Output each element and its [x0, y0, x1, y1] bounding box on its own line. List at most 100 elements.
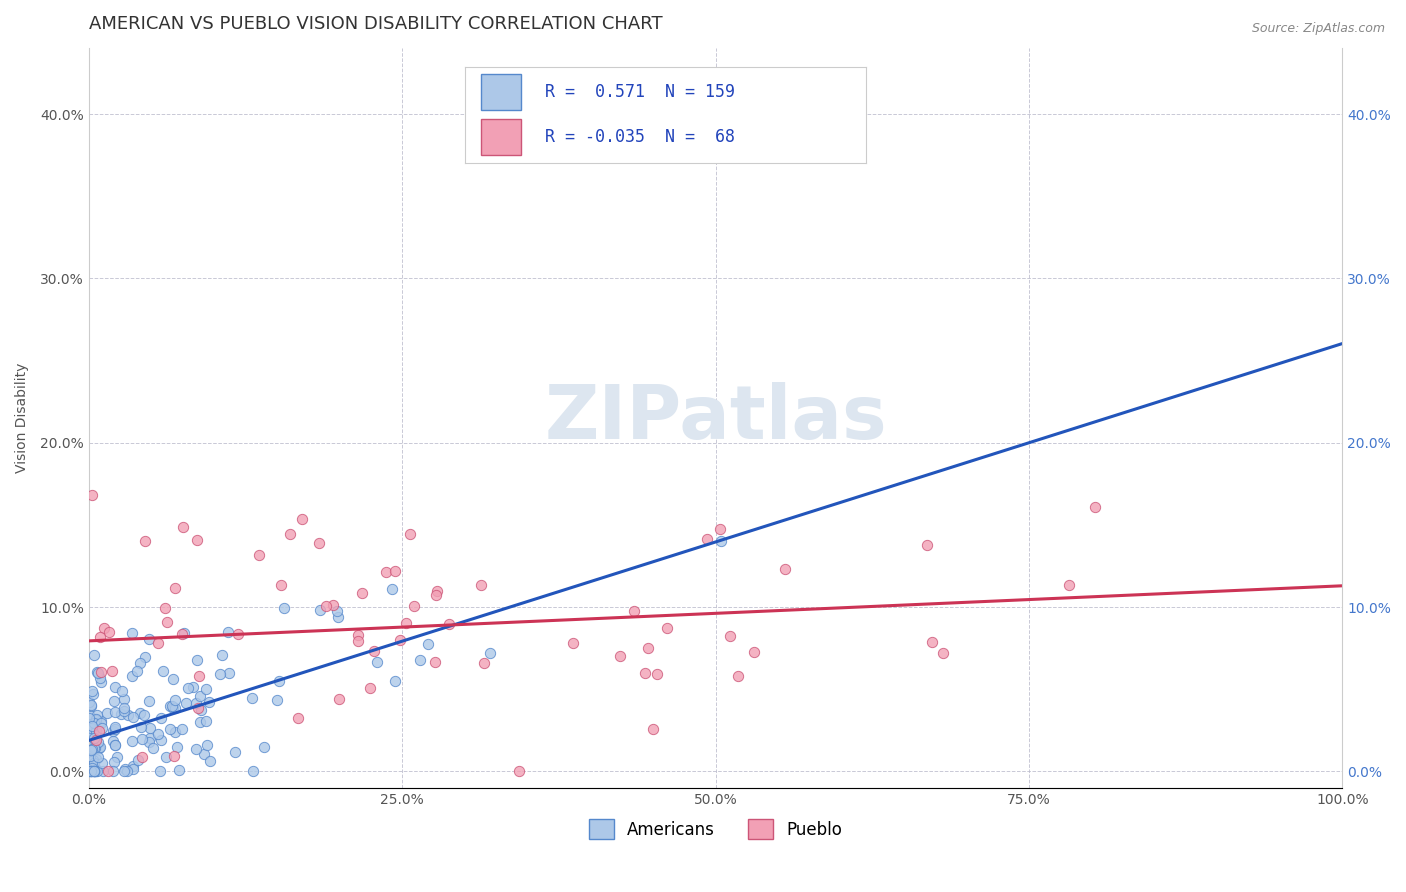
- Point: [162, 701, 184, 715]
- Point: [80, 762, 103, 776]
- Point: [80, 764, 103, 779]
- Point: [253, 739, 276, 754]
- Point: [278, 526, 301, 541]
- Point: [86, 764, 108, 779]
- Point: [127, 753, 149, 767]
- Point: [395, 616, 418, 631]
- Point: [90, 756, 112, 770]
- Point: [291, 512, 314, 526]
- Point: [101, 734, 124, 748]
- Point: [90, 674, 112, 689]
- Point: [184, 742, 207, 756]
- Point: [359, 681, 381, 696]
- Point: [128, 706, 150, 721]
- Point: [150, 711, 173, 725]
- Point: [83, 716, 105, 731]
- Point: [315, 599, 337, 613]
- Point: [122, 758, 145, 772]
- Point: [89, 630, 111, 644]
- Point: [103, 694, 125, 708]
- Point: [84, 733, 107, 747]
- Point: [104, 705, 127, 719]
- Point: [350, 586, 373, 600]
- Point: [146, 635, 169, 649]
- Point: [87, 741, 110, 756]
- Point: [363, 644, 385, 658]
- Point: [188, 714, 211, 729]
- Point: [346, 634, 368, 648]
- Point: [104, 739, 127, 753]
- Point: [104, 723, 127, 737]
- Point: [112, 704, 135, 718]
- Point: [170, 723, 193, 737]
- Point: [77, 711, 100, 725]
- Point: [195, 681, 218, 696]
- Legend: Americans, Pueblo: Americans, Pueblo: [582, 813, 849, 846]
- Point: [82, 761, 104, 775]
- Point: [80, 764, 103, 779]
- Point: [101, 764, 124, 779]
- Point: [82, 683, 104, 698]
- Point: [921, 634, 943, 648]
- Point: [155, 750, 177, 764]
- Point: [224, 745, 246, 759]
- Point: [77, 764, 100, 779]
- Point: [773, 562, 796, 576]
- Point: [139, 731, 162, 746]
- Point: [163, 581, 186, 595]
- Point: [125, 664, 148, 678]
- Point: [267, 674, 290, 689]
- Point: [105, 749, 128, 764]
- Point: [508, 764, 530, 779]
- Point: [326, 604, 349, 618]
- Point: [190, 703, 212, 717]
- Point: [399, 526, 422, 541]
- Point: [163, 693, 186, 707]
- Point: [86, 723, 108, 738]
- Point: [152, 665, 174, 679]
- Point: [82, 488, 104, 502]
- Point: [655, 621, 678, 635]
- Point: [84, 737, 107, 751]
- Point: [643, 722, 665, 736]
- Point: [82, 687, 104, 701]
- Point: [347, 628, 370, 642]
- Point: [80, 699, 103, 714]
- Point: [84, 733, 107, 747]
- Point: [425, 656, 447, 670]
- Point: [308, 603, 330, 617]
- Point: [326, 610, 349, 624]
- Point: [129, 657, 152, 671]
- Point: [84, 752, 107, 766]
- Point: [121, 669, 143, 683]
- Point: [160, 699, 183, 714]
- Point: [184, 696, 207, 710]
- Y-axis label: Vision Disability: Vision Disability: [15, 363, 30, 474]
- Point: [287, 711, 309, 725]
- Point: [97, 764, 120, 779]
- Point: [138, 735, 160, 749]
- Point: [121, 763, 143, 777]
- Point: [134, 708, 156, 723]
- Point: [273, 601, 295, 615]
- Point: [121, 733, 143, 747]
- Point: [146, 727, 169, 741]
- Point: [208, 667, 231, 681]
- Point: [87, 750, 110, 764]
- Point: [472, 656, 495, 670]
- Point: [104, 720, 127, 734]
- Point: [82, 753, 104, 767]
- Point: [187, 701, 209, 715]
- Point: [93, 621, 115, 635]
- Point: [172, 627, 194, 641]
- Point: [696, 532, 718, 546]
- Point: [742, 645, 765, 659]
- Point: [83, 764, 105, 779]
- Point: [409, 652, 432, 666]
- Point: [79, 749, 101, 764]
- Point: [308, 536, 330, 550]
- Point: [162, 672, 184, 686]
- Point: [82, 764, 104, 779]
- Point: [80, 743, 103, 757]
- Point: [80, 719, 103, 733]
